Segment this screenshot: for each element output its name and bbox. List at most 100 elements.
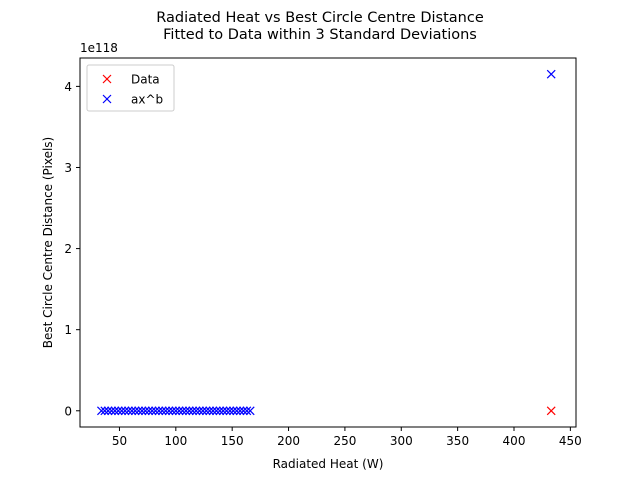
fit-point <box>228 406 238 416</box>
legend-marker <box>102 74 112 84</box>
marker-stroke <box>191 406 201 416</box>
fit-point <box>100 406 110 416</box>
fit-point <box>205 406 215 416</box>
fit-point <box>232 406 242 416</box>
marker-stroke <box>144 406 154 416</box>
fit-point <box>151 406 160 416</box>
marker-stroke <box>215 406 225 416</box>
fit-point <box>225 406 235 416</box>
fit-point <box>188 406 198 416</box>
marker-stroke <box>117 406 127 416</box>
y-tick-label: 1 <box>64 323 72 337</box>
marker-stroke <box>124 406 133 416</box>
plot-frame <box>79 57 577 428</box>
marker-stroke <box>178 406 188 416</box>
fit-point <box>113 406 123 416</box>
y-tick-label: 0 <box>64 404 72 418</box>
fit-point <box>154 406 164 416</box>
fit-point <box>134 406 144 416</box>
fit-point <box>184 406 194 416</box>
marker-stroke <box>235 406 245 416</box>
fit-point <box>171 406 181 416</box>
fit-point <box>157 406 167 416</box>
axes: 50 100 150 200 250 300 350 400 450 0 1 2 3 4 1e118 Radi… <box>41 41 582 471</box>
marker-stroke <box>225 406 235 416</box>
marker-stroke <box>239 406 248 416</box>
marker-stroke <box>96 406 106 416</box>
fit-point <box>140 406 150 416</box>
marker-stroke <box>245 406 255 416</box>
legend-marker <box>102 94 112 104</box>
fit-point <box>107 406 116 416</box>
marker-stroke <box>137 406 147 416</box>
x-tick-label: 250 <box>333 434 356 448</box>
marker-stroke <box>134 406 144 416</box>
chart-title-line-1: Radiated Heat vs Best Circle Centre Dist… <box>156 10 484 26</box>
marker-stroke <box>188 406 198 416</box>
marker-stroke <box>113 406 123 416</box>
x-tick-label: 450 <box>559 434 582 448</box>
marker-stroke <box>102 74 112 84</box>
fit-point <box>174 406 184 416</box>
marker-stroke <box>222 406 231 416</box>
marker-stroke <box>242 406 252 416</box>
fit-point <box>181 406 191 416</box>
x-tick-label: 400 <box>503 434 526 448</box>
marker-stroke <box>211 406 221 416</box>
marker-stroke <box>201 406 211 416</box>
fit-point <box>168 406 177 416</box>
marker-stroke <box>195 406 204 416</box>
fit-point <box>245 406 255 416</box>
fit-point <box>120 406 130 416</box>
marker-stroke <box>164 406 174 416</box>
fit-point <box>130 406 140 416</box>
x-tick-label: 200 <box>277 434 300 448</box>
fit-point <box>110 406 120 416</box>
fit-point <box>137 406 147 416</box>
marker-stroke <box>184 406 194 416</box>
fit-point <box>164 406 174 416</box>
data-point <box>546 406 556 416</box>
marker-stroke <box>171 406 181 416</box>
fit-point <box>161 406 171 416</box>
x-tick-label: 150 <box>221 434 244 448</box>
fit-point <box>242 406 252 416</box>
marker-stroke <box>147 406 157 416</box>
fit-point <box>195 406 204 416</box>
legend-label: ax^b <box>131 93 163 107</box>
fit-point <box>127 406 137 416</box>
fit-point <box>215 406 225 416</box>
marker-stroke <box>120 406 130 416</box>
fit-point <box>124 406 133 416</box>
fit-point <box>239 406 248 416</box>
marker-stroke <box>100 406 110 416</box>
marker-stroke <box>157 406 167 416</box>
marker-stroke <box>546 406 556 416</box>
y-tick-label: 2 <box>64 242 72 256</box>
fit-point <box>222 406 231 416</box>
y-tick-label: 4 <box>64 80 72 94</box>
x-tick-label: 300 <box>390 434 413 448</box>
marker-stroke <box>102 94 112 104</box>
marker-stroke <box>198 406 208 416</box>
chart-title-line-2: Fitted to Data within 3 Standard Deviati… <box>163 27 477 43</box>
marker-stroke <box>151 406 160 416</box>
fit-point <box>211 406 221 416</box>
marker-stroke <box>154 406 164 416</box>
fit-point <box>144 406 154 416</box>
plot-marks <box>96 69 556 416</box>
marker-stroke <box>546 69 556 79</box>
marker-stroke <box>205 406 215 416</box>
fit-point <box>235 406 245 416</box>
fit-point <box>201 406 211 416</box>
y-axis-label: Best Circle Centre Distance (Pixels) <box>41 137 55 349</box>
legend: Data ax^b <box>86 64 175 112</box>
y-offset-label: 1e118 <box>80 41 118 55</box>
fit-point <box>208 406 218 416</box>
fit-point <box>96 406 106 416</box>
chart-title: Radiated Heat vs Best Circle Centre Dist… <box>156 10 484 43</box>
x-axis-label: Radiated Heat (W) <box>273 457 384 471</box>
fit-point <box>198 406 208 416</box>
legend-label: Data <box>131 73 160 87</box>
fit-point <box>191 406 201 416</box>
